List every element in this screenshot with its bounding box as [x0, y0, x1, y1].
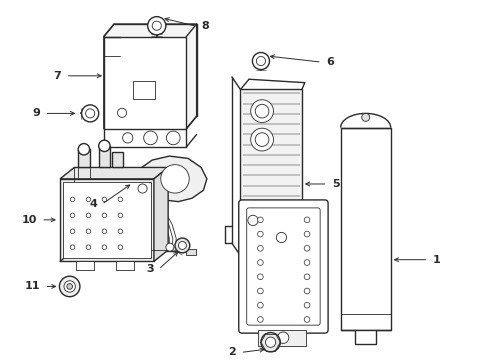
Circle shape: [70, 197, 75, 202]
FancyBboxPatch shape: [239, 200, 328, 333]
Bar: [78, 149, 90, 167]
Circle shape: [256, 57, 266, 66]
Text: 3: 3: [147, 264, 154, 274]
Text: 11: 11: [24, 282, 40, 292]
Circle shape: [102, 245, 107, 249]
Circle shape: [304, 316, 310, 322]
Circle shape: [362, 113, 369, 121]
Circle shape: [59, 276, 80, 297]
Circle shape: [251, 128, 273, 151]
Circle shape: [304, 246, 310, 251]
Circle shape: [258, 260, 263, 265]
Circle shape: [258, 246, 263, 251]
Text: 6: 6: [326, 57, 334, 67]
Circle shape: [255, 104, 269, 118]
Circle shape: [255, 133, 269, 147]
Circle shape: [167, 131, 180, 145]
Circle shape: [122, 133, 133, 143]
Circle shape: [258, 231, 263, 237]
Circle shape: [304, 274, 310, 280]
Circle shape: [258, 316, 263, 322]
Circle shape: [138, 184, 147, 193]
Circle shape: [70, 213, 75, 217]
Polygon shape: [104, 37, 186, 129]
Circle shape: [118, 245, 122, 249]
Text: 2: 2: [228, 347, 236, 357]
Circle shape: [118, 229, 122, 234]
Circle shape: [175, 238, 190, 253]
Text: 8: 8: [201, 21, 209, 31]
Text: 1: 1: [433, 255, 441, 265]
Polygon shape: [104, 24, 196, 129]
Circle shape: [144, 131, 157, 145]
Circle shape: [118, 197, 122, 202]
Circle shape: [258, 217, 263, 223]
Circle shape: [118, 213, 122, 217]
Text: 5: 5: [332, 179, 340, 189]
Bar: [341, 128, 391, 330]
Circle shape: [152, 21, 161, 30]
Circle shape: [102, 229, 107, 234]
Text: 9: 9: [32, 108, 40, 118]
Circle shape: [304, 217, 310, 223]
Bar: [112, 152, 122, 167]
Polygon shape: [131, 156, 207, 202]
Circle shape: [118, 108, 126, 117]
Circle shape: [304, 260, 310, 265]
Circle shape: [147, 17, 166, 35]
Polygon shape: [154, 167, 168, 261]
Circle shape: [261, 333, 280, 352]
Circle shape: [248, 215, 258, 225]
Bar: [98, 146, 110, 167]
Circle shape: [102, 197, 107, 202]
Circle shape: [86, 229, 91, 234]
Circle shape: [161, 165, 189, 193]
Circle shape: [252, 53, 270, 69]
Circle shape: [98, 140, 110, 152]
Circle shape: [258, 274, 263, 280]
Circle shape: [86, 245, 91, 249]
Bar: [116, 261, 134, 270]
Circle shape: [70, 245, 75, 249]
Bar: [63, 182, 150, 258]
Circle shape: [67, 284, 73, 289]
Circle shape: [266, 337, 276, 347]
Text: 7: 7: [53, 71, 61, 81]
Text: 4: 4: [89, 199, 97, 210]
Circle shape: [82, 105, 98, 122]
Polygon shape: [241, 90, 302, 256]
Bar: [133, 81, 155, 99]
Circle shape: [86, 213, 91, 217]
Bar: [258, 330, 306, 346]
Text: 10: 10: [21, 215, 37, 225]
Circle shape: [86, 109, 95, 118]
FancyBboxPatch shape: [246, 208, 320, 325]
Circle shape: [258, 288, 263, 294]
Circle shape: [304, 231, 310, 237]
Circle shape: [277, 332, 289, 343]
Circle shape: [86, 197, 91, 202]
Bar: [355, 330, 376, 344]
Circle shape: [304, 302, 310, 308]
Circle shape: [276, 232, 287, 243]
Circle shape: [70, 229, 75, 234]
Bar: [76, 261, 94, 270]
Circle shape: [78, 144, 90, 155]
Bar: [60, 179, 154, 261]
Circle shape: [258, 302, 263, 308]
Circle shape: [178, 242, 186, 249]
Circle shape: [251, 100, 273, 122]
Circle shape: [166, 243, 174, 251]
Bar: [186, 249, 196, 255]
Circle shape: [304, 288, 310, 294]
Polygon shape: [60, 167, 168, 179]
Circle shape: [102, 213, 107, 217]
Circle shape: [64, 281, 75, 292]
